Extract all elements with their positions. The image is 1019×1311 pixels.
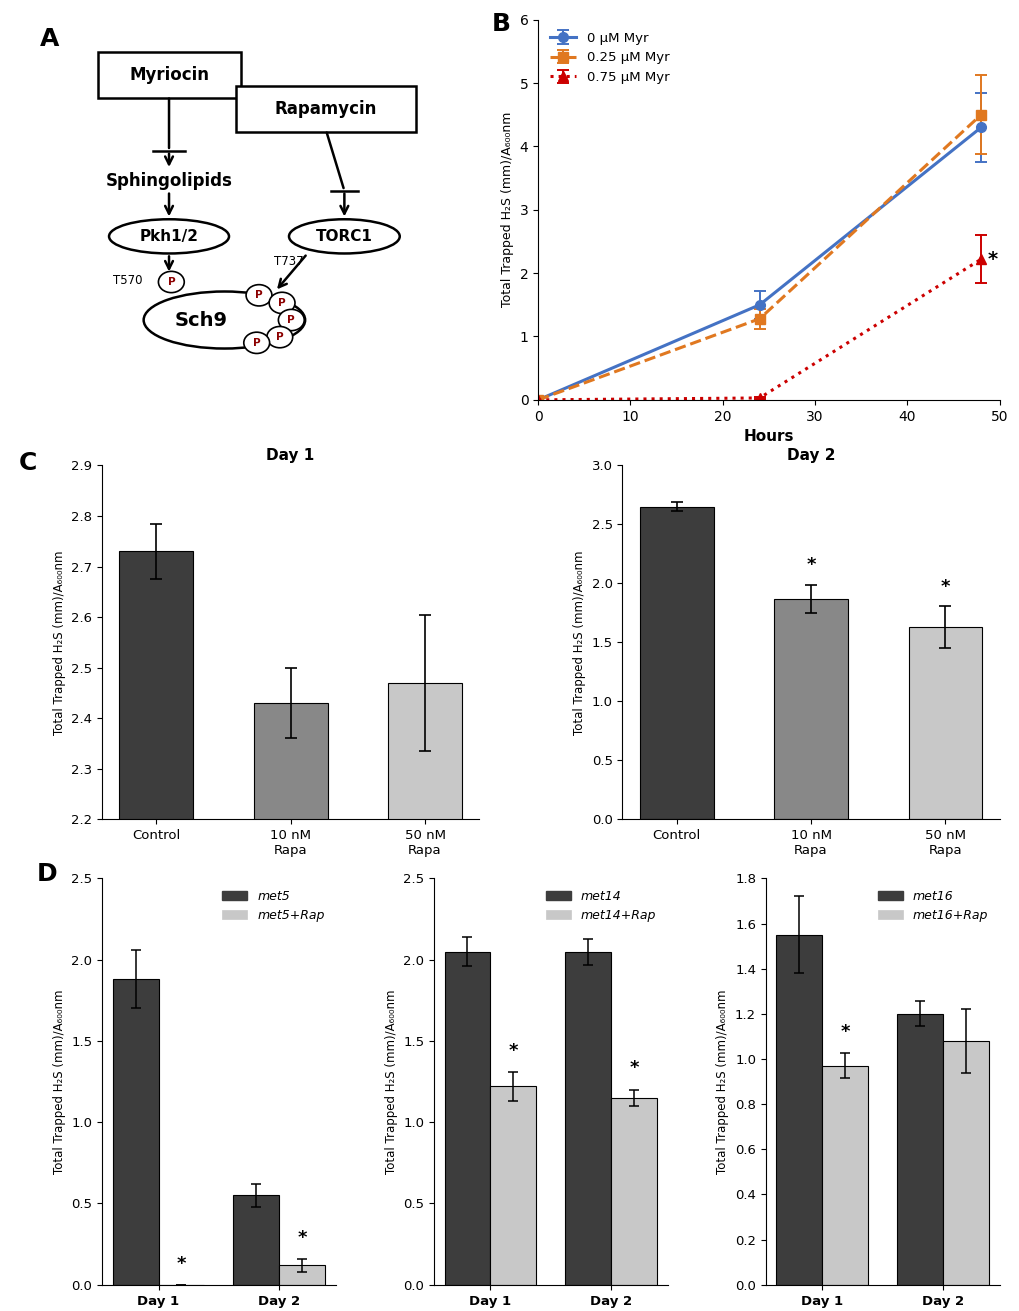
Y-axis label: Total Trapped H₂S (mm)/A₆₀₀nm: Total Trapped H₂S (mm)/A₆₀₀nm	[384, 990, 397, 1173]
Legend: met5, met5+Rap: met5, met5+Rap	[217, 885, 329, 927]
Circle shape	[246, 284, 272, 305]
Text: P: P	[278, 298, 285, 308]
Bar	[112, 979, 158, 1285]
Ellipse shape	[144, 291, 305, 349]
X-axis label: Hours: Hours	[743, 429, 794, 444]
FancyBboxPatch shape	[98, 52, 240, 97]
Bar	[897, 1013, 943, 1285]
Y-axis label: Total Trapped H₂S (mm)/A₆₀₀nm: Total Trapped H₂S (mm)/A₆₀₀nm	[53, 990, 65, 1173]
Title: Day 2: Day 2	[786, 448, 835, 463]
Ellipse shape	[288, 219, 399, 253]
Ellipse shape	[109, 219, 229, 253]
Bar	[233, 1196, 279, 1285]
Bar	[119, 552, 193, 1311]
Text: D: D	[37, 863, 57, 886]
Circle shape	[158, 271, 184, 292]
Text: Sphingolipids: Sphingolipids	[106, 172, 232, 190]
Text: P: P	[253, 338, 260, 347]
Text: T570: T570	[113, 274, 142, 287]
Y-axis label: Total Trapped H₂S (mm)/A₆₀₀nm: Total Trapped H₂S (mm)/A₆₀₀nm	[715, 990, 729, 1173]
Text: *: *	[840, 1023, 849, 1041]
Text: B: B	[491, 12, 511, 37]
Circle shape	[278, 309, 304, 330]
Text: Sch9: Sch9	[174, 311, 227, 329]
Text: P: P	[276, 332, 283, 342]
Legend: 0 μM Myr, 0.25 μM Myr, 0.75 μM Myr: 0 μM Myr, 0.25 μM Myr, 0.75 μM Myr	[544, 26, 675, 89]
Bar	[387, 683, 462, 1311]
Bar	[444, 952, 490, 1285]
Text: Rapamycin: Rapamycin	[274, 100, 377, 118]
Legend: met14, met14+Rap: met14, met14+Rap	[540, 885, 660, 927]
Text: *: *	[805, 556, 815, 574]
Text: *: *	[298, 1228, 307, 1247]
Y-axis label: Total Trapped H₂S (mm)/A₆₀₀nm: Total Trapped H₂S (mm)/A₆₀₀nm	[573, 551, 586, 734]
Bar	[773, 599, 847, 819]
Text: Pkh1/2: Pkh1/2	[140, 229, 199, 244]
Legend: met16, met16+Rap: met16, met16+Rap	[872, 885, 993, 927]
Bar	[908, 627, 981, 819]
Text: *: *	[986, 249, 997, 269]
Bar	[610, 1097, 656, 1285]
Text: P: P	[287, 315, 294, 325]
Text: *: *	[940, 578, 950, 595]
Text: P: P	[255, 290, 263, 300]
Circle shape	[244, 332, 269, 354]
Text: *: *	[176, 1255, 186, 1273]
Bar	[821, 1066, 867, 1285]
Text: C: C	[19, 451, 38, 476]
Bar	[775, 935, 821, 1285]
Circle shape	[269, 292, 294, 313]
Bar	[943, 1041, 988, 1285]
Title: Day 1: Day 1	[266, 448, 315, 463]
FancyBboxPatch shape	[235, 87, 416, 132]
Text: *: *	[629, 1059, 638, 1078]
Bar	[490, 1087, 536, 1285]
Bar	[279, 1265, 325, 1285]
Text: T737: T737	[274, 254, 304, 267]
Text: TORC1: TORC1	[316, 229, 372, 244]
Bar	[254, 703, 327, 1311]
Text: A: A	[40, 28, 59, 51]
Y-axis label: Total Trapped H₂S (mm)/A₆₀₀nm: Total Trapped H₂S (mm)/A₆₀₀nm	[500, 111, 514, 308]
Bar	[639, 506, 713, 819]
Text: P: P	[167, 277, 175, 287]
Text: Myriocin: Myriocin	[128, 66, 209, 84]
Bar	[565, 952, 610, 1285]
Y-axis label: Total Trapped H₂S (mm)/A₆₀₀nm: Total Trapped H₂S (mm)/A₆₀₀nm	[53, 551, 65, 734]
Text: *: *	[508, 1041, 518, 1059]
Circle shape	[267, 326, 292, 347]
